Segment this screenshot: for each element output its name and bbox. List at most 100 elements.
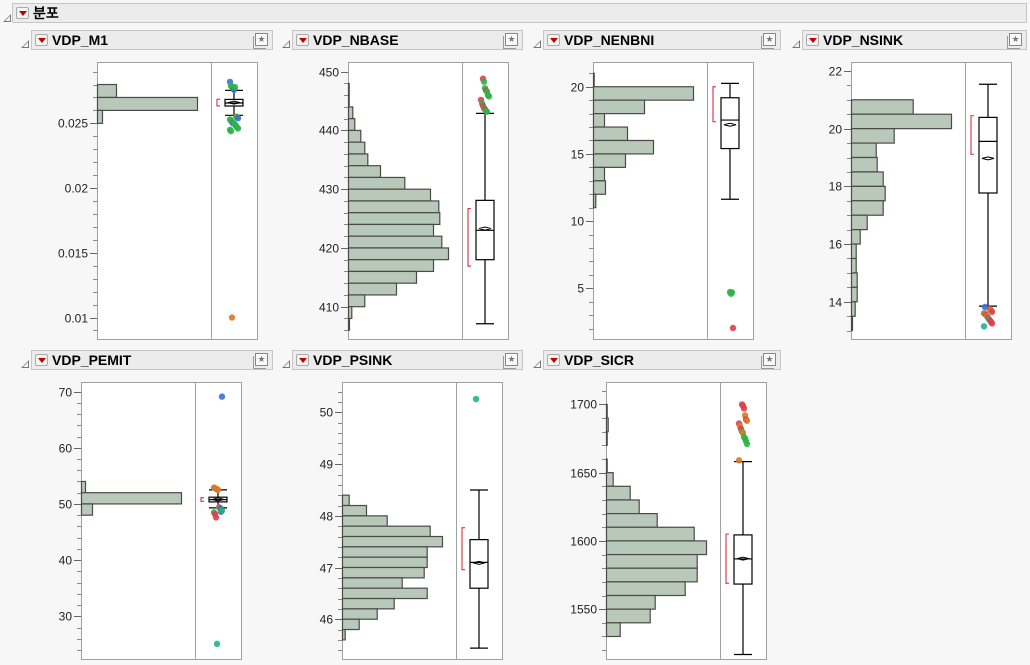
histogram-bar bbox=[850, 286, 858, 303]
tick-label: 0.02 bbox=[65, 182, 89, 196]
tick-label: 430 bbox=[319, 183, 339, 197]
histogram-bar bbox=[341, 504, 368, 517]
chart-vdp_sicr: 1700 1650 1600 1550 bbox=[570, 382, 767, 660]
red-triangle-menu-icon[interactable] bbox=[35, 34, 48, 46]
star-icon[interactable]: ★ bbox=[761, 353, 776, 369]
tick-label: 1650 bbox=[570, 467, 597, 481]
tick-label: 0.015 bbox=[58, 247, 88, 261]
histogram-bar bbox=[347, 129, 362, 143]
panel-title: VDP_NENBNI bbox=[564, 32, 655, 48]
chart-vdp_nenbni: 20 15 10 5 bbox=[571, 62, 754, 340]
star-icon[interactable]: ★ bbox=[253, 353, 268, 369]
mean-diamond bbox=[478, 226, 492, 231]
panel-title: VDP_NBASE bbox=[313, 32, 399, 48]
panel-disclosure-icon[interactable] bbox=[21, 360, 29, 368]
panel-disclosure-icon[interactable] bbox=[533, 360, 541, 368]
outlier-point bbox=[988, 320, 996, 327]
tick-label: 18 bbox=[829, 180, 843, 194]
red-triangle-menu-icon[interactable] bbox=[16, 7, 29, 19]
histogram-bar bbox=[341, 525, 431, 538]
histogram-bar bbox=[605, 526, 695, 542]
tick-label: 48 bbox=[320, 510, 334, 524]
box-iqr bbox=[978, 116, 998, 194]
star-icon[interactable]: ★ bbox=[503, 33, 518, 49]
outlier-point bbox=[234, 125, 242, 132]
histogram-bar bbox=[347, 94, 350, 108]
histogram-bar bbox=[96, 96, 199, 112]
outlier-point bbox=[740, 405, 748, 412]
panel-disclosure-icon[interactable] bbox=[533, 40, 541, 48]
tick-label: 22 bbox=[829, 65, 843, 79]
histogram-bar bbox=[850, 156, 878, 173]
histogram-bar bbox=[96, 83, 118, 99]
histogram-bar bbox=[850, 229, 861, 245]
red-triangle-menu-icon[interactable] bbox=[547, 354, 560, 366]
histogram-bar bbox=[347, 176, 406, 190]
red-triangle-menu-icon[interactable] bbox=[806, 34, 819, 46]
histogram-bar bbox=[850, 142, 877, 159]
report-header: 분포 bbox=[12, 3, 1027, 23]
tick-label: 49 bbox=[320, 458, 334, 472]
red-triangle-menu-icon[interactable] bbox=[35, 354, 48, 366]
tick-label: 0.025 bbox=[58, 117, 88, 131]
tick-label: 10 bbox=[571, 215, 585, 229]
tick-label: 70 bbox=[59, 386, 73, 400]
panel-title: VDP_PSINK bbox=[313, 352, 393, 368]
tick-label: 50 bbox=[320, 406, 334, 420]
star-icon[interactable]: ★ bbox=[253, 33, 268, 49]
outlier-point bbox=[485, 93, 493, 100]
panel-header: VDP_NBASE ★ bbox=[292, 30, 523, 50]
panel-disclosure-icon[interactable] bbox=[792, 40, 800, 48]
red-triangle-menu-icon[interactable] bbox=[296, 354, 309, 366]
histogram-bar bbox=[605, 458, 608, 474]
mean-diamond bbox=[723, 122, 737, 127]
mean-diamond bbox=[472, 560, 486, 565]
chart-vdp_nsink: 22 20 18 16 14 bbox=[829, 62, 1012, 340]
histogram-bar bbox=[592, 113, 606, 128]
histogram-bar bbox=[347, 270, 418, 284]
tick-label: 60 bbox=[59, 442, 73, 456]
shortest-half-bracket bbox=[970, 115, 974, 155]
histogram-bar bbox=[605, 485, 631, 501]
outlier-point bbox=[735, 457, 743, 464]
mean-diamond bbox=[736, 556, 750, 561]
histogram-bar bbox=[592, 72, 595, 88]
red-triangle-menu-icon[interactable] bbox=[296, 34, 309, 46]
histogram-bar bbox=[80, 480, 87, 494]
star-icon[interactable]: ★ bbox=[1007, 33, 1022, 49]
shortest-half-bracket bbox=[725, 533, 729, 584]
panel-disclosure-icon[interactable] bbox=[282, 40, 290, 48]
histogram-bar bbox=[592, 166, 606, 182]
histogram-bar bbox=[592, 99, 646, 115]
histogram-bar bbox=[605, 567, 698, 583]
shortest-half-bracket bbox=[467, 207, 471, 267]
histogram-bar bbox=[850, 200, 884, 216]
histogram-bar bbox=[341, 494, 350, 507]
histogram-bar bbox=[605, 540, 708, 556]
histogram-bar bbox=[592, 193, 597, 209]
histogram-bar bbox=[341, 628, 346, 641]
histogram-bar bbox=[592, 180, 607, 195]
red-triangle-menu-icon[interactable] bbox=[547, 34, 560, 46]
histogram-bar bbox=[347, 235, 443, 249]
star-icon[interactable]: ★ bbox=[503, 353, 518, 369]
panel-disclosure-icon[interactable] bbox=[282, 360, 290, 368]
star-icon[interactable]: ★ bbox=[761, 33, 776, 49]
tick-label: 30 bbox=[59, 610, 73, 624]
outlier-point bbox=[743, 440, 751, 448]
histogram-bar bbox=[605, 403, 608, 419]
histogram-bar bbox=[341, 515, 388, 527]
histogram-bar bbox=[347, 259, 435, 273]
histogram-bar bbox=[605, 581, 686, 597]
histogram-bar bbox=[850, 113, 953, 130]
histogram-bar bbox=[850, 315, 854, 332]
outlier-point bbox=[981, 303, 989, 311]
report-disclosure-icon[interactable] bbox=[3, 14, 11, 22]
histogram-bar bbox=[347, 106, 354, 120]
histogram-bar bbox=[605, 608, 651, 624]
histogram-bar bbox=[850, 301, 856, 317]
panel-disclosure-icon[interactable] bbox=[21, 40, 29, 48]
histogram-bar bbox=[850, 99, 914, 115]
tick-label: 50 bbox=[59, 498, 73, 512]
histogram-bar bbox=[850, 272, 858, 288]
